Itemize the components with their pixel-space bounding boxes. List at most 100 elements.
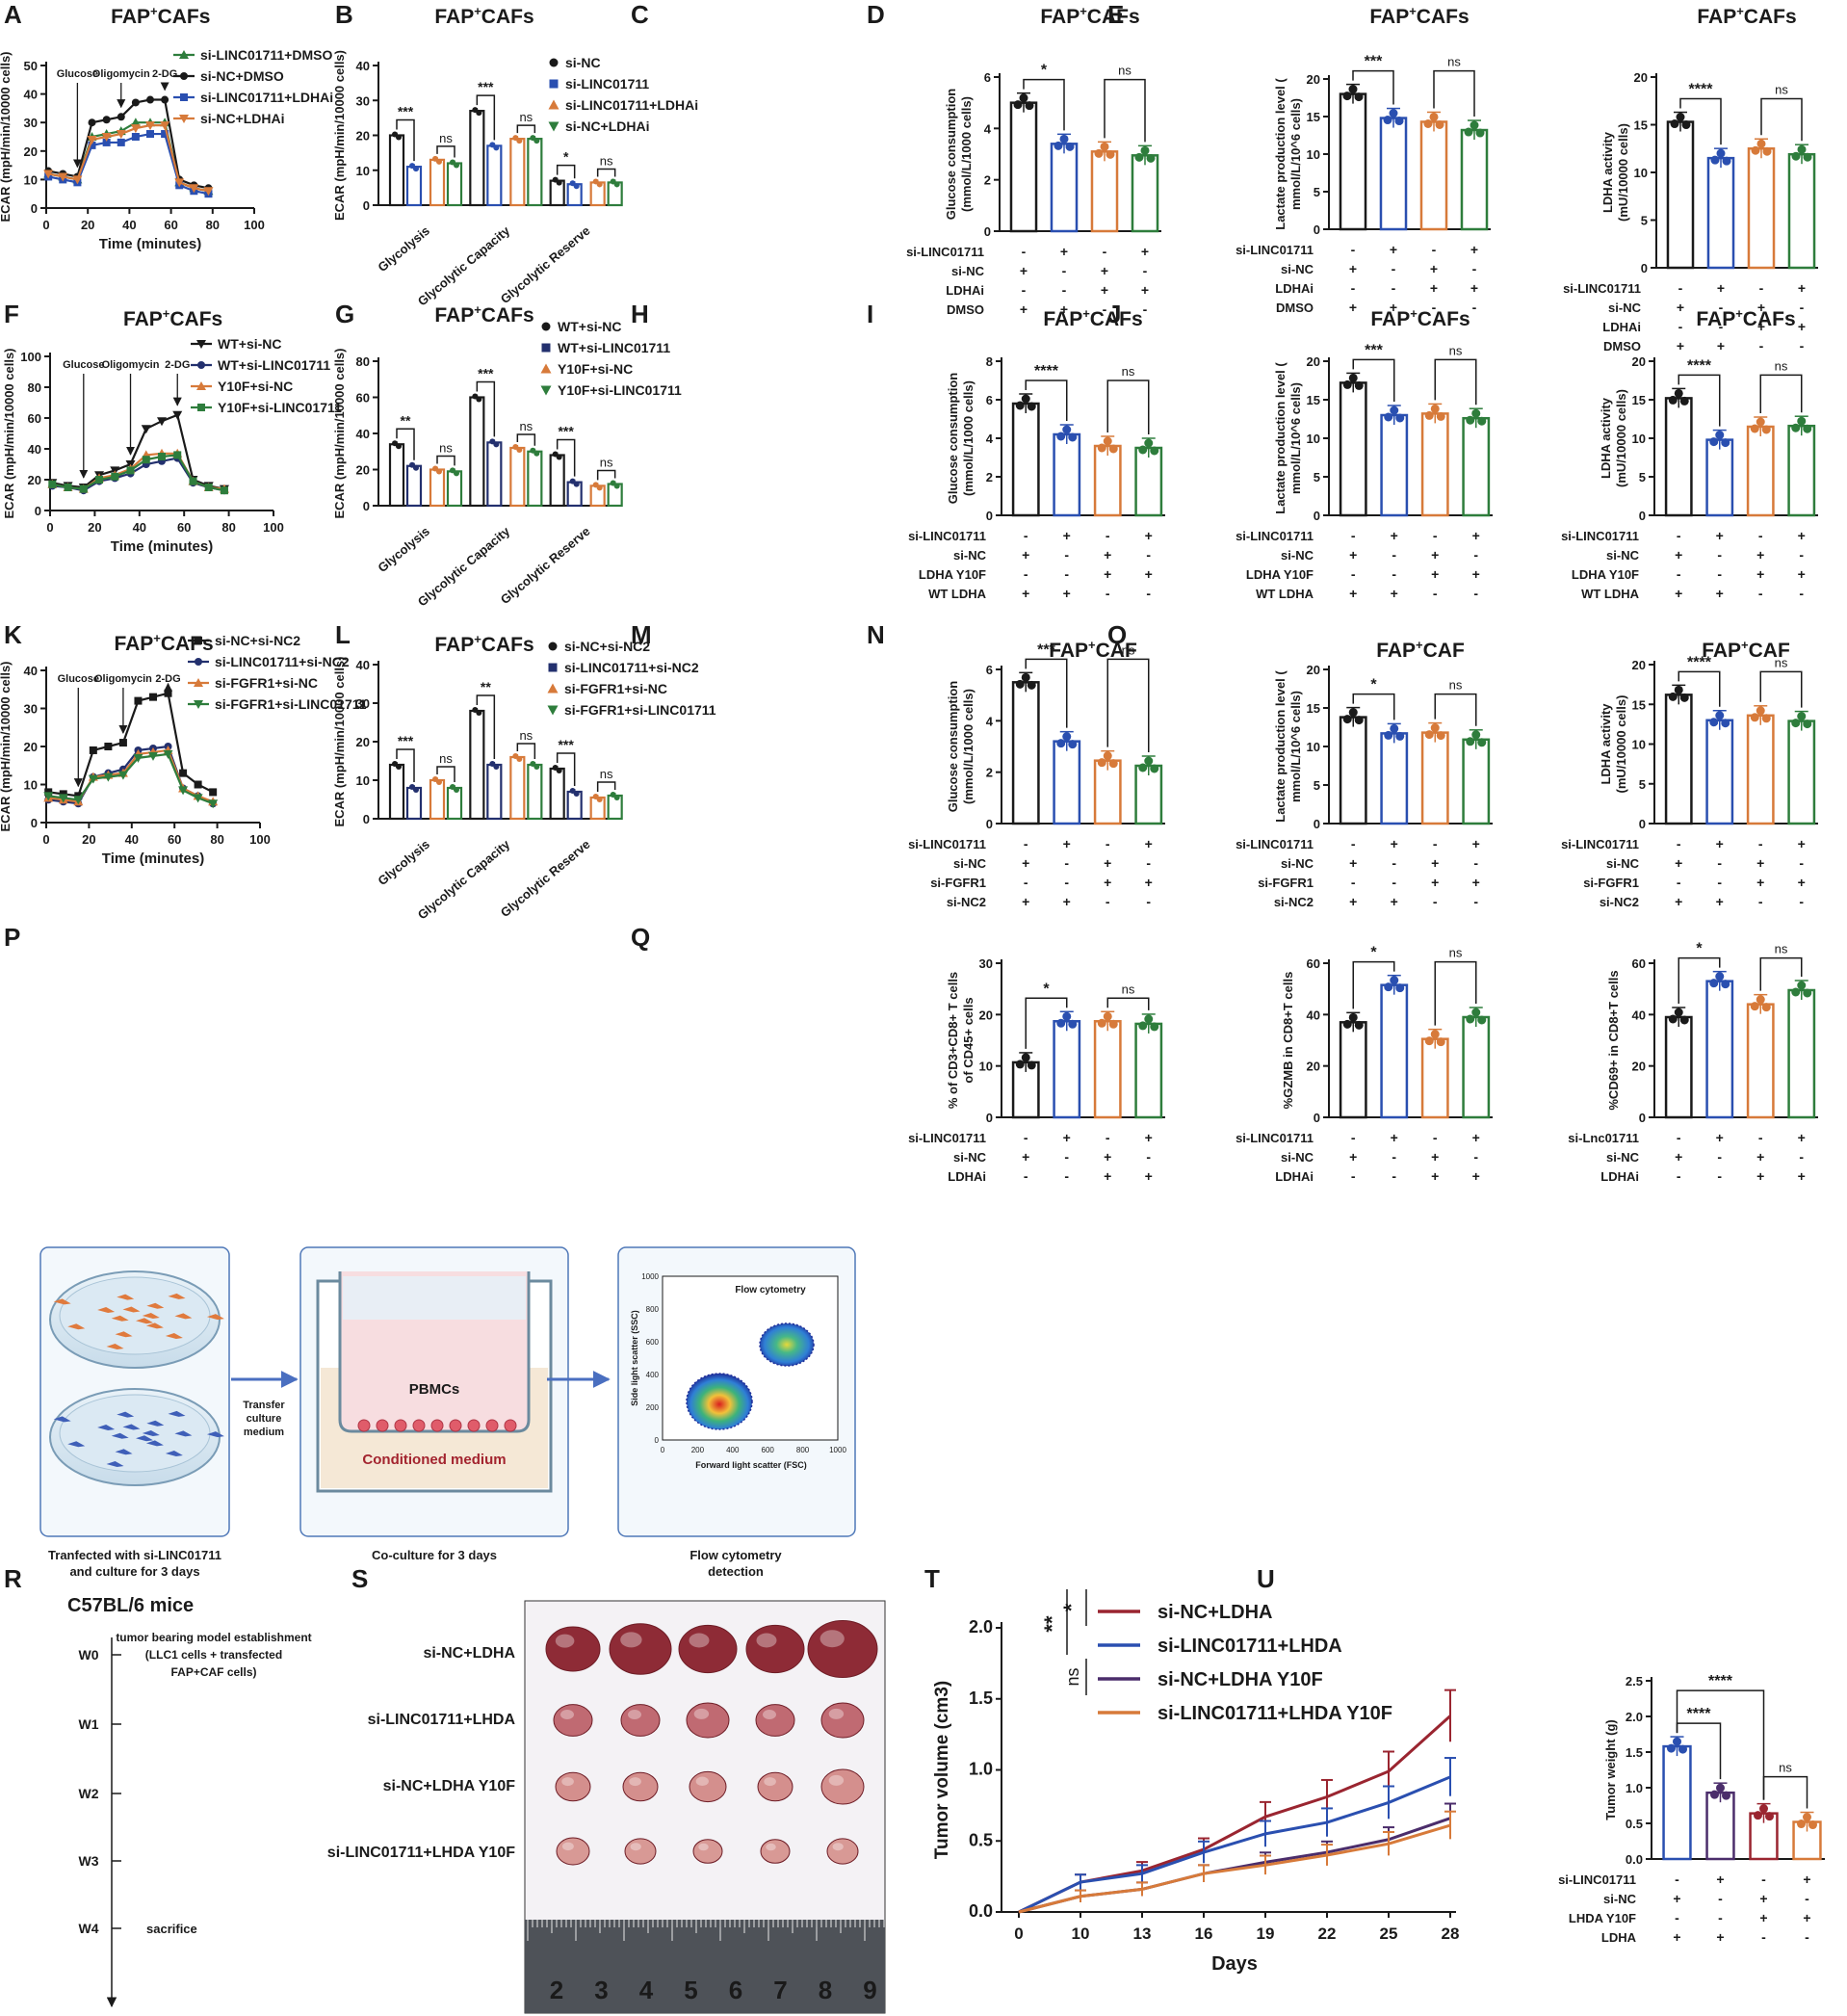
data-point	[142, 456, 150, 464]
data-point	[1395, 413, 1405, 423]
data-point	[1754, 1811, 1762, 1820]
panel-letter-J: J	[1107, 300, 1121, 328]
tumor-highlight	[828, 1708, 845, 1719]
tumor-highlight	[766, 1843, 776, 1851]
sig-bracket	[1434, 960, 1477, 1026]
data-point	[178, 786, 189, 796]
condition-sign: -	[1351, 1168, 1356, 1184]
data-point	[1803, 988, 1812, 998]
cells-orange	[174, 1313, 193, 1320]
ruler-number: 3	[594, 1976, 608, 2004]
cells-blue	[145, 1440, 164, 1447]
data-point	[1716, 1783, 1725, 1793]
data-point	[1013, 100, 1023, 110]
data-point	[1761, 1003, 1771, 1012]
y-tick-label: 4	[986, 432, 994, 446]
series-line	[47, 98, 209, 190]
condition-label: si-NC	[1281, 856, 1314, 871]
data-point	[1715, 972, 1725, 982]
condition-sign: -	[1106, 586, 1110, 601]
condition-sign: -	[1805, 1891, 1809, 1906]
data-point	[1709, 718, 1719, 727]
data-point	[1674, 1008, 1683, 1017]
sacrifice-label: sacrifice	[146, 1922, 197, 1936]
sig-label: ns	[1063, 1667, 1082, 1686]
tumor-highlight	[620, 1632, 642, 1648]
sig-bracket	[1678, 956, 1721, 1004]
bar	[509, 446, 526, 508]
bar	[1339, 1021, 1367, 1119]
data-point	[1668, 395, 1678, 405]
condition-sign: +	[1716, 586, 1724, 601]
data-point	[43, 170, 54, 179]
data-point	[556, 454, 562, 460]
sig-bracket	[476, 694, 496, 759]
y-tick-label: 40	[24, 664, 38, 678]
data-point	[556, 768, 562, 773]
condition-sign: +	[1101, 282, 1108, 298]
data-point	[195, 658, 202, 666]
data-point	[87, 135, 97, 144]
bar	[509, 755, 526, 821]
condition-sign: -	[1719, 319, 1724, 334]
data-point	[1383, 116, 1392, 125]
y-tick-label: 10	[1307, 147, 1320, 162]
sig-bracket	[1106, 380, 1150, 434]
pbmc-cell	[357, 1419, 371, 1432]
data-point	[540, 385, 552, 396]
sig-bracket	[556, 438, 576, 477]
data-point	[1021, 394, 1030, 404]
cells-orange	[146, 1302, 165, 1309]
condition-sign: +	[1145, 528, 1153, 543]
condition-sign: -	[1800, 300, 1805, 315]
title-part: CAFs	[1744, 6, 1797, 28]
y-tick-label: 4	[984, 121, 992, 136]
injection-label: Glucose	[58, 673, 99, 685]
data-point	[148, 751, 158, 761]
panel-letter-U: U	[1257, 1564, 1275, 1593]
category-label: Glycolytic Reserve	[498, 524, 593, 607]
group-label: si-NC+LDHA	[423, 1645, 515, 1662]
y-tick-label: 0.0	[969, 1901, 993, 1921]
data-point	[1430, 723, 1440, 733]
data-point	[1715, 711, 1725, 720]
chart-title: FAP+CAFs	[111, 4, 210, 28]
data-point	[1097, 443, 1106, 453]
condition-sign: -	[1675, 1872, 1679, 1887]
condition-sign: +	[1675, 855, 1682, 871]
condition-sign: -	[1718, 1910, 1723, 1925]
data-point	[195, 637, 202, 644]
data-point	[1021, 672, 1030, 682]
data-point	[1803, 424, 1812, 433]
condition-label: si-LINC01711	[1561, 529, 1639, 543]
condition-sign: -	[1473, 894, 1478, 909]
data-point	[1667, 1743, 1676, 1753]
week-label: W1	[79, 1716, 99, 1732]
tumor-highlight	[561, 1777, 574, 1787]
condition-label: DMSO	[1276, 301, 1314, 315]
data-point	[1150, 1022, 1159, 1032]
data-point	[1068, 1019, 1078, 1029]
tumor-highlight	[555, 1634, 575, 1648]
cells-blue	[168, 1410, 186, 1417]
condition-sign: +	[1431, 547, 1439, 563]
data-point	[196, 340, 206, 349]
condition-sign: +	[1020, 301, 1028, 317]
data-point	[1477, 738, 1487, 747]
series-si-LINC01711+LDHAi	[44, 130, 213, 198]
data-point	[556, 179, 562, 186]
data-point	[516, 756, 523, 762]
condition-sign: +	[1349, 300, 1357, 315]
condition-sign: +	[1145, 566, 1153, 582]
timeline-note: tumor bearing model establishment	[116, 1631, 311, 1644]
condition-sign: -	[1351, 875, 1356, 890]
sig-label: ns	[1775, 83, 1788, 97]
series-si-FGFR1+si-NC	[43, 745, 219, 806]
cells-blue	[53, 1416, 71, 1423]
y-axis-label: Tumor weight (g)	[1603, 1719, 1618, 1820]
data-point	[476, 710, 482, 716]
sig-label: ns	[519, 110, 533, 124]
mouse-strain-title: C57BL/6 mice	[67, 1595, 194, 1616]
